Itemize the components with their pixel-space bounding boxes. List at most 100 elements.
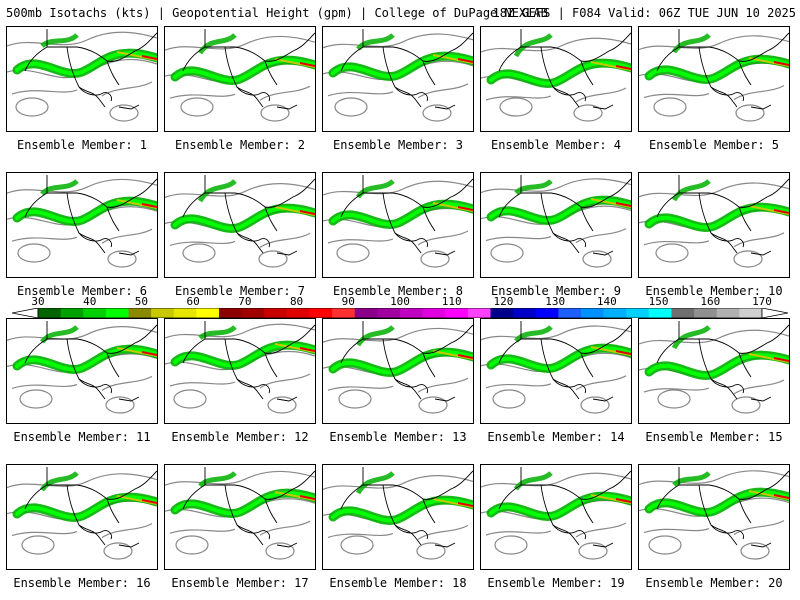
- colorbar-swatch: [400, 308, 424, 318]
- coastlines: [340, 467, 473, 548]
- ensemble-map-panel: [480, 26, 632, 132]
- ensemble-map-panel: [322, 318, 474, 424]
- ensemble-map-panel: [638, 26, 790, 132]
- map-graphic: [481, 29, 631, 122]
- ensemble-member-label: Ensemble Member: 5: [648, 138, 780, 152]
- colorbar-tick-label: 170: [752, 295, 772, 308]
- ensemble-member-label: Ensemble Member: 3: [332, 138, 464, 152]
- ensemble-member-label: Ensemble Member: 12: [171, 430, 309, 444]
- jet-stream-isotachs: [12, 325, 157, 374]
- ensemble-member-label: Ensemble Member: 18: [329, 576, 467, 590]
- ensemble-member-label: Ensemble Member: 6: [16, 284, 148, 298]
- coastlines: [340, 321, 473, 402]
- colorbar-swatch: [671, 308, 695, 318]
- colorbar-swatch: [38, 308, 62, 318]
- jet-stream-isotachs: [328, 325, 473, 377]
- coastlines: [24, 29, 157, 110]
- ensemble-member-label: Ensemble Member: 8: [332, 284, 464, 298]
- coastlines: [24, 175, 157, 256]
- jet-stream-isotachs: [170, 179, 315, 233]
- colorbar-swatch: [445, 308, 469, 318]
- coastlines: [182, 467, 315, 548]
- colorbar-tick-label: 70: [238, 295, 252, 308]
- ensemble-map-panel: [164, 318, 316, 424]
- colorbar-tick-label: 160: [700, 295, 721, 308]
- colorbar-swatch: [648, 308, 672, 318]
- jet-stream-isotachs: [170, 325, 315, 370]
- coastlines: [656, 321, 789, 402]
- colorbar-tick-label: 110: [441, 295, 462, 308]
- colorbar-tick-label: 150: [648, 295, 669, 308]
- colorbar-swatch: [354, 308, 378, 318]
- colorbar-tick-label: 60: [186, 295, 200, 308]
- colorbar-swatch: [173, 308, 197, 318]
- height-contours: [481, 178, 631, 268]
- jet-stream-isotachs: [644, 179, 789, 232]
- colorbar-swatch: [151, 308, 175, 318]
- colorbar-tick-label: 50: [134, 295, 149, 308]
- colorbar-tick-label: 80: [289, 295, 304, 308]
- map-graphic: [7, 175, 157, 268]
- colorbar-swatch: [377, 308, 401, 318]
- jet-stream-isotachs: [644, 471, 789, 517]
- ensemble-map-panel: [6, 318, 158, 424]
- jet-stream-isotachs: [12, 179, 157, 226]
- colorbar-swatch: [264, 308, 288, 318]
- coastlines: [24, 321, 157, 402]
- ensemble-member-label: Ensemble Member: 7: [174, 284, 306, 298]
- jet-stream-isotachs: [486, 33, 631, 88]
- jet-stream-isotachs: [12, 33, 157, 78]
- colorbar-tick-label: 140: [596, 295, 617, 308]
- ensemble-member-label: Ensemble Member: 14: [487, 430, 625, 444]
- colorbar-swatch: [626, 308, 650, 318]
- map-graphic: [481, 321, 631, 414]
- coastlines: [182, 321, 315, 402]
- colorbar-swatch: [286, 308, 310, 318]
- colorbar-tick-label: 120: [493, 295, 514, 308]
- colorbar-right-arrow: [761, 308, 788, 318]
- jet-stream-isotachs: [170, 471, 315, 518]
- colorbar-swatch: [128, 308, 152, 318]
- map-graphic: [481, 467, 631, 560]
- ensemble-member-label: Ensemble Member: 20: [645, 576, 783, 590]
- ensemble-map-panel: [638, 464, 790, 570]
- ensemble-member-label: Ensemble Member: 15: [645, 430, 783, 444]
- ensemble-map-panel: [164, 172, 316, 278]
- ensemble-member-label: Ensemble Member: 9: [490, 284, 622, 298]
- colorbar-swatch: [309, 308, 333, 318]
- coastlines: [656, 467, 789, 548]
- map-graphic: [323, 321, 473, 414]
- map-graphic: [7, 321, 157, 414]
- coastlines: [498, 29, 631, 110]
- ensemble-member-label: Ensemble Member: 17: [171, 576, 309, 590]
- coastlines: [656, 29, 789, 110]
- colorbar-scale: [12, 308, 788, 318]
- map-graphic: [323, 175, 473, 268]
- coastlines: [340, 175, 473, 256]
- ensemble-map-panel: [6, 172, 158, 278]
- ensemble-member-label: Ensemble Member: 11: [13, 430, 151, 444]
- colorbar-swatch: [219, 308, 243, 318]
- colorbar-swatch: [739, 308, 763, 318]
- ensemble-map-panel: [480, 318, 632, 424]
- colorbar-swatch: [603, 308, 627, 318]
- colorbar-tick-label: 90: [341, 295, 355, 308]
- height-contours: [7, 326, 157, 414]
- ensemble-member-label: Ensemble Member: 19: [487, 576, 625, 590]
- jet-stream-isotachs: [486, 325, 631, 373]
- jet-stream-isotachs: [644, 33, 789, 84]
- header-title: 500mb Isotachs (kts) | Geopotential Heig…: [6, 6, 548, 20]
- map-graphic: [639, 467, 789, 560]
- jet-stream-isotachs: [644, 325, 789, 380]
- colorbar-tick-label: 130: [545, 295, 566, 308]
- map-graphic: [165, 321, 315, 414]
- map-graphic: [165, 175, 315, 268]
- map-graphic: [323, 467, 473, 560]
- jet-stream-isotachs: [486, 179, 631, 225]
- ensemble-map-panel: [638, 172, 790, 278]
- map-graphic: [481, 175, 631, 268]
- colorbar-swatch: [241, 308, 265, 318]
- ensemble-map-panel: [480, 172, 632, 278]
- ensemble-map-panel: [322, 172, 474, 278]
- jet-stream-isotachs: [328, 33, 473, 81]
